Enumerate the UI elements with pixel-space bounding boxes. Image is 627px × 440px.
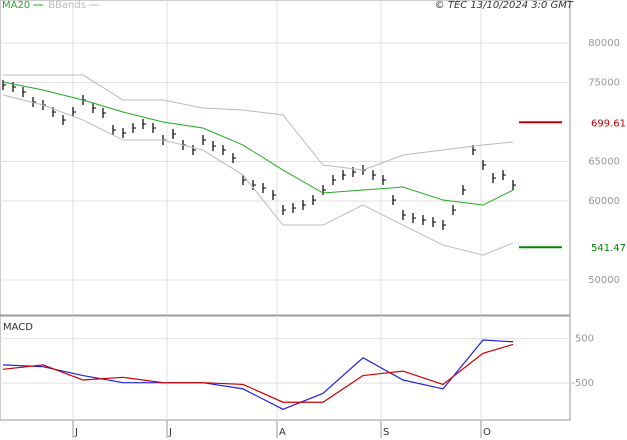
y-tick-label: 60000 (588, 196, 620, 207)
x-tick-label: S (383, 427, 389, 438)
y-tick-label: 75000 (588, 77, 620, 88)
x-tick-label: O (483, 427, 491, 438)
band-line (2, 94, 514, 256)
x-tick-label: A (279, 427, 286, 438)
level-label: 541.47 (591, 243, 626, 254)
y-tick-label: 65000 (588, 156, 620, 167)
legend-label: BBands (48, 0, 86, 11)
y-tick-label: -500 (571, 378, 594, 389)
y-tick-label: 50000 (588, 275, 620, 286)
ma-line (2, 81, 514, 206)
y-tick-label: 500 (575, 334, 594, 345)
band-line (3, 74, 514, 171)
source: © TEC 13/10/2024 3:0 GMT (435, 0, 574, 11)
x-tick-label: J (74, 427, 78, 438)
y-tick-label: 80000 (588, 38, 620, 49)
price-panel (0, 0, 571, 316)
level-label: 699.61 (591, 118, 626, 129)
x-tick-label: J (168, 427, 172, 438)
macd-panel (0, 315, 571, 421)
legend-label: MA20 (2, 0, 30, 11)
panel-title: MACD (3, 322, 33, 333)
macd-line (2, 339, 514, 410)
macd-line (2, 343, 514, 403)
